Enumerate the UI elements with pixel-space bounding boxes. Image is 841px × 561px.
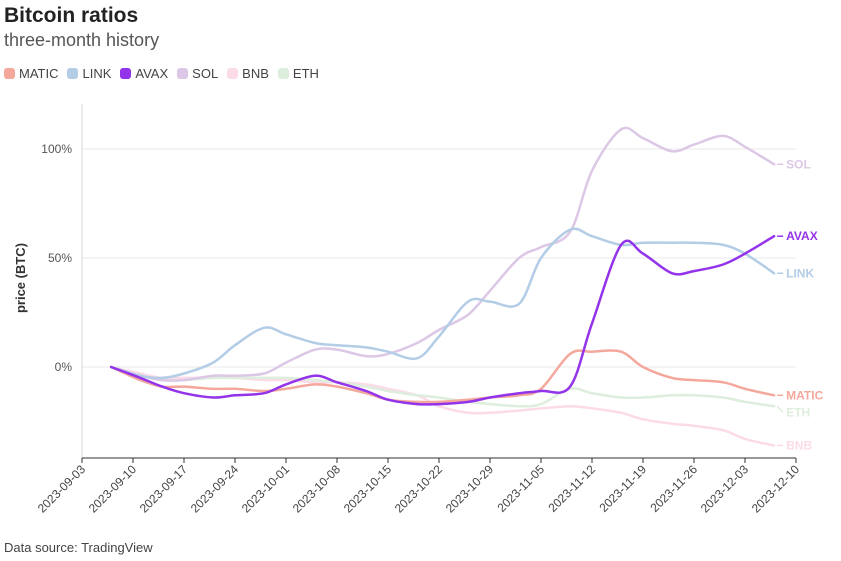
y-tick-label: 0% xyxy=(55,360,73,374)
end-label-bnb: BNB xyxy=(786,438,812,452)
data-source-note: Data source: TradingView xyxy=(4,540,153,555)
end-label-avax: AVAX xyxy=(786,229,818,243)
legend-swatch xyxy=(227,68,239,79)
x-tick-label: 2023-09-24 xyxy=(188,462,242,516)
legend-label: MATIC xyxy=(19,66,59,81)
legend: MATIC LINK AVAX SOL BNB ETH xyxy=(4,66,319,81)
legend-label: LINK xyxy=(82,66,112,81)
legend-item-eth[interactable]: ETH xyxy=(277,66,319,81)
end-label-sol: SOL xyxy=(786,157,811,171)
series-lines xyxy=(109,126,776,447)
series-end-labels: SOL AVAX LINK MATIC ETH BNB xyxy=(776,157,824,452)
x-tick-label: 2023-10-22 xyxy=(392,462,446,516)
x-tick-label: 2023-11-26 xyxy=(647,462,700,515)
end-label-connector xyxy=(776,405,784,413)
series-line-link xyxy=(109,227,776,380)
x-tick-label: 2023-09-17 xyxy=(137,462,191,516)
legend-item-bnb[interactable]: BNB xyxy=(227,66,269,81)
legend-swatch xyxy=(277,68,289,79)
series-line-sol xyxy=(109,126,776,382)
y-axis: 0% 50% 100% price (BTC) xyxy=(13,104,83,458)
legend-label: AVAX xyxy=(135,66,169,81)
legend-item-link[interactable]: LINK xyxy=(67,66,111,81)
legend-swatch xyxy=(120,68,132,79)
end-label-eth: ETH xyxy=(786,405,810,419)
x-tick-label: 2023-10-15 xyxy=(341,462,395,516)
y-tick-label: 50% xyxy=(48,251,72,265)
x-tick-label: 2023-09-10 xyxy=(86,462,140,516)
legend-swatch xyxy=(67,68,79,79)
legend-swatch xyxy=(4,68,15,79)
x-tick-label: 2023-12-03 xyxy=(698,462,752,516)
y-tick-label: 100% xyxy=(41,142,72,156)
y-axis-title: price (BTC) xyxy=(13,243,28,313)
chart-title: Bitcoin ratios xyxy=(4,4,139,27)
chart-subtitle: three-month history xyxy=(4,30,160,50)
x-tick-label: 2023-10-08 xyxy=(290,462,344,516)
x-tick-label: 2023-11-12 xyxy=(545,462,598,515)
legend-swatch xyxy=(177,68,189,79)
x-tick-label: 2023-11-19 xyxy=(596,462,649,515)
legend-label: SOL xyxy=(192,66,219,81)
x-tick-label: 2023-10-01 xyxy=(239,462,293,516)
legend-item-avax[interactable]: AVAX xyxy=(120,66,168,81)
series-line-eth xyxy=(109,365,776,408)
series-line-avax xyxy=(109,234,776,406)
end-label-matic: MATIC xyxy=(786,388,823,402)
gridlines xyxy=(82,148,796,368)
legend-label: BNB xyxy=(242,66,269,81)
x-tick-label: 2023-12-10 xyxy=(749,462,803,516)
end-label-link: LINK xyxy=(786,266,814,280)
legend-item-matic[interactable]: MATIC xyxy=(4,66,58,81)
legend-label: ETH xyxy=(292,66,319,81)
x-axis: 2023-09-032023-09-102023-09-172023-09-24… xyxy=(35,457,803,516)
x-tick-label: 2023-11-05 xyxy=(494,462,547,515)
series-line-matic xyxy=(109,349,776,404)
x-tick-label: 2023-09-03 xyxy=(35,462,89,516)
x-tick-label: 2023-10-29 xyxy=(443,462,497,516)
legend-item-sol[interactable]: SOL xyxy=(177,66,218,81)
